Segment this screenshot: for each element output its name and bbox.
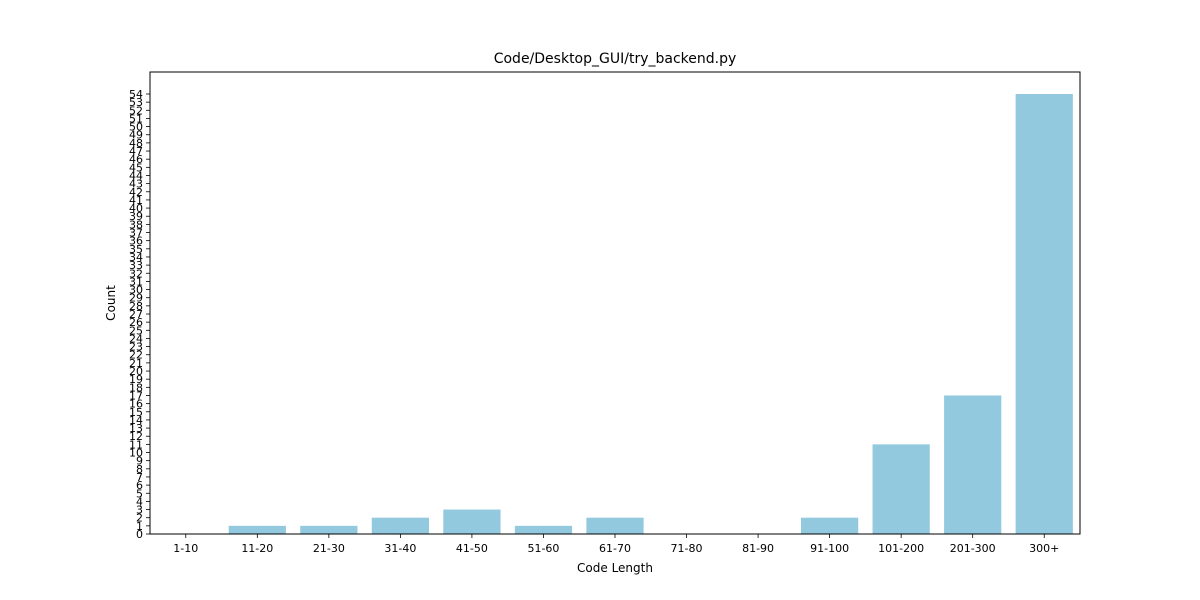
bar-300+ <box>1015 94 1073 534</box>
y-tick-label: 33 <box>129 259 143 272</box>
y-tick-label: 42 <box>129 186 143 199</box>
bar-61-70 <box>586 517 644 534</box>
y-tick-label: 22 <box>129 349 143 362</box>
x-tick-label: 31-40 <box>384 542 416 555</box>
y-tick-label: 37 <box>129 227 143 240</box>
bar-51-60 <box>514 525 573 534</box>
y-tick-label: 38 <box>129 218 143 231</box>
x-tick-label: 61-70 <box>599 542 631 555</box>
y-tick-label: 50 <box>129 121 143 134</box>
y-tick-label: 48 <box>129 137 143 150</box>
x-tick-label: 21-30 <box>313 542 345 555</box>
y-tick-label: 23 <box>129 341 143 354</box>
y-tick-label: 0 <box>136 528 143 541</box>
y-tick-label: 51 <box>129 112 143 125</box>
y-tick-label: 10 <box>129 447 143 460</box>
y-tick-label: 3 <box>136 504 143 517</box>
y-tick-label: 1 <box>136 520 143 533</box>
y-tick-label: 15 <box>129 406 143 419</box>
x-tick-label: 51-60 <box>527 542 559 555</box>
x-tick-label: 71-80 <box>671 542 703 555</box>
y-tick-label: 25 <box>129 324 143 337</box>
y-tick-label: 12 <box>129 430 143 443</box>
bar-41-50 <box>443 509 501 534</box>
x-tick-label: 201-300 <box>950 542 996 555</box>
y-tick-label: 19 <box>129 373 143 386</box>
y-tick-label: 9 <box>136 455 143 468</box>
y-tick-label: 49 <box>129 129 143 142</box>
y-tick-label: 26 <box>129 316 143 329</box>
y-tick-label: 54 <box>129 88 143 101</box>
x-tick-label: 81-90 <box>742 542 774 555</box>
y-axis-label: Count <box>104 285 118 321</box>
y-tick-label: 52 <box>129 104 143 117</box>
y-tick-label: 53 <box>129 96 143 109</box>
y-tick-label: 20 <box>129 365 143 378</box>
y-tick-label: 47 <box>129 145 143 158</box>
x-tick-label: 101-200 <box>878 542 924 555</box>
y-tick-label: 43 <box>129 178 143 191</box>
y-tick-label: 21 <box>129 357 143 370</box>
y-tick-label: 31 <box>129 275 143 288</box>
y-tick-label: 4 <box>136 495 143 508</box>
bar-31-40 <box>371 517 429 534</box>
x-tick-label: 91-100 <box>810 542 849 555</box>
bar-21-30 <box>300 525 358 534</box>
y-tick-label: 13 <box>129 422 143 435</box>
y-axis-ticks: 0123456789101112131415161718192021222324… <box>129 88 150 541</box>
chart-title: Code/Desktop_GUI/try_backend.py <box>494 51 737 67</box>
x-axis-ticks: 1-10 11-20 21-30 31-40 41-50 51-60 61-70 71-80 8… <box>173 534 1059 555</box>
y-tick-label: 14 <box>129 414 143 427</box>
y-tick-label: 29 <box>129 292 143 305</box>
x-tick-label: 11-20 <box>241 542 273 555</box>
y-tick-label: 36 <box>129 235 143 248</box>
y-tick-label: 32 <box>129 267 143 280</box>
y-tick-label: 44 <box>129 169 143 182</box>
y-tick-label: 11 <box>129 438 143 451</box>
y-tick-label: 6 <box>136 479 143 492</box>
bars-group <box>228 94 1073 534</box>
y-tick-label: 8 <box>136 463 143 476</box>
y-tick-label: 16 <box>129 398 143 411</box>
y-tick-label: 35 <box>129 243 143 256</box>
y-tick-label: 28 <box>129 300 143 313</box>
bar-201-300 <box>944 395 1002 534</box>
y-tick-label: 2 <box>136 512 143 525</box>
x-tick-label: 300+ <box>1029 542 1059 555</box>
y-tick-label: 45 <box>129 161 143 174</box>
y-tick-label: 34 <box>129 251 143 264</box>
y-tick-label: 17 <box>129 389 143 402</box>
bar-91-100 <box>801 517 859 534</box>
y-tick-label: 18 <box>129 381 143 394</box>
y-tick-label: 5 <box>136 487 143 500</box>
bar-101-200 <box>872 444 930 534</box>
y-tick-label: 39 <box>129 210 143 223</box>
y-tick-label: 40 <box>129 202 143 215</box>
x-tick-label: 41-50 <box>456 542 488 555</box>
y-tick-label: 30 <box>129 284 143 297</box>
y-tick-label: 46 <box>129 153 143 166</box>
y-tick-label: 24 <box>129 332 143 345</box>
y-tick-label: 27 <box>129 308 143 321</box>
x-axis-label: Code Length <box>577 561 653 575</box>
y-tick-label: 41 <box>129 194 143 207</box>
y-tick-label: 7 <box>136 471 143 484</box>
x-tick-label: 1-10 <box>173 542 198 555</box>
bar-11-20 <box>228 525 286 534</box>
